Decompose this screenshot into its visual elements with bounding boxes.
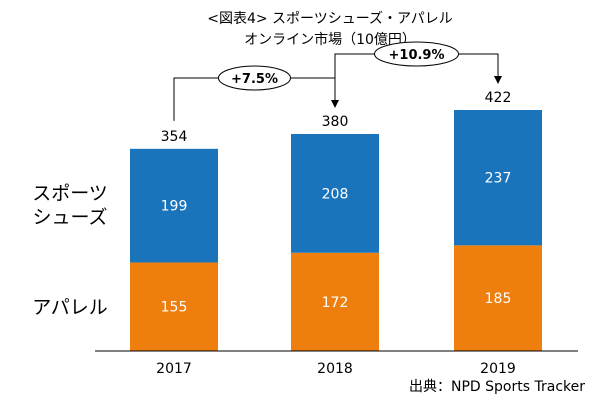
bar-shoes-2019 <box>454 110 542 246</box>
bars-layer: 155 199 354 172 208 380 185 237 422 <box>130 90 542 351</box>
data-label-shoes-2018: 208 <box>322 186 349 202</box>
x-tick-2019: 2019 <box>480 361 516 377</box>
bar-apparel-2017 <box>130 262 218 351</box>
total-label-2017: 354 <box>161 129 188 145</box>
series-label-shoes-line1: スポーツ <box>32 183 108 205</box>
source-note: 出典：NPD Sports Tracker <box>409 379 585 395</box>
series-label-apparel: アパレル <box>32 297 108 319</box>
x-tick-2018: 2018 <box>317 361 353 377</box>
total-label-2018: 380 <box>322 114 349 130</box>
growth-badge-2018-2019 <box>374 41 459 67</box>
chart-title-line2: オンライン市場（10億円） <box>244 31 416 48</box>
bar-apparel-2018 <box>291 252 379 351</box>
growth-annotations: +7.5% +10.9% <box>173 41 502 121</box>
data-label-shoes-2019: 237 <box>485 171 512 187</box>
data-label-apparel-2017: 155 <box>161 300 188 316</box>
bar-apparel-2019 <box>454 245 542 351</box>
series-label-shoes-line2: シューズ <box>32 207 107 229</box>
chart-title-line1: <図表4> スポーツシューズ・アパレル <box>207 11 453 27</box>
data-label-apparel-2019: 185 <box>485 291 512 307</box>
growth-badge-2017-2018 <box>218 65 291 91</box>
x-tick-labels: 2017 2018 2019 <box>156 361 516 377</box>
bar-shoes-2017 <box>130 148 218 263</box>
data-label-shoes-2017: 199 <box>161 199 188 215</box>
x-tick-2017: 2017 <box>156 361 192 377</box>
data-label-apparel-2018: 172 <box>322 295 349 311</box>
growth-label-2017-2018: +7.5% <box>231 72 278 87</box>
growth-label-2018-2019: +10.9% <box>389 48 445 63</box>
total-label-2019: 422 <box>485 90 512 106</box>
bar-shoes-2018 <box>291 133 379 253</box>
